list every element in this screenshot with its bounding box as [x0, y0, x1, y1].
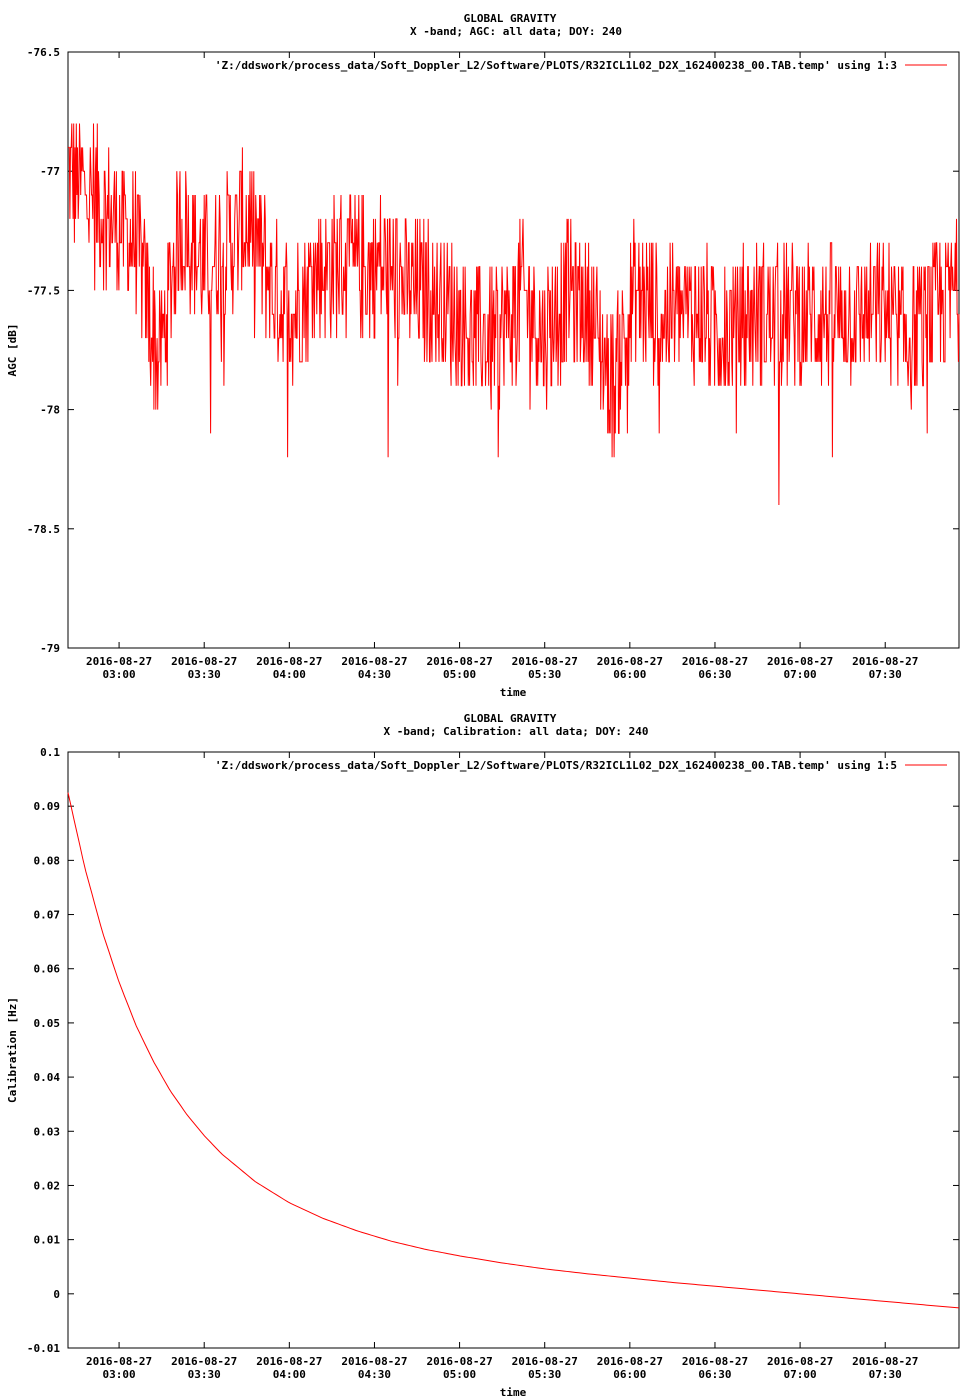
agc-chart-subtitle: X -band; AGC: all data; DOY: 240 — [410, 25, 622, 38]
y-tick-label: -77.5 — [27, 284, 60, 297]
x-tick-date: 2016-08-27 — [171, 1355, 237, 1368]
x-tick-time: 06:00 — [613, 1368, 646, 1381]
calibration-plot-frame — [67, 751, 960, 1349]
calibration-chart-subtitle: X -band; Calibration: all data; DOY: 240 — [384, 725, 649, 738]
x-tick-date: 2016-08-27 — [767, 1355, 833, 1368]
x-tick-date: 2016-08-27 — [597, 655, 663, 668]
x-tick-date: 2016-08-27 — [171, 655, 237, 668]
y-tick-label: 0.04 — [34, 1071, 61, 1084]
y-tick-label: 0.09 — [34, 800, 61, 813]
calibration-chart: GLOBAL GRAVITY X -band; Calibration: all… — [6, 712, 960, 1399]
x-tick-time: 05:30 — [528, 1368, 561, 1381]
y-tick-label: 0.02 — [34, 1179, 61, 1192]
x-tick-time: 04:30 — [358, 668, 391, 681]
x-tick-time: 06:30 — [698, 668, 731, 681]
x-tick-date: 2016-08-27 — [512, 1355, 578, 1368]
x-tick-time: 05:30 — [528, 668, 561, 681]
agc-x-axis-label: time — [500, 686, 527, 699]
y-tick-label: 0.05 — [34, 1017, 61, 1030]
x-tick-date: 2016-08-27 — [86, 655, 152, 668]
y-tick-label: 0.01 — [34, 1234, 61, 1247]
x-tick-time: 03:30 — [188, 1368, 221, 1381]
agc-y-axis: -76.5 -77 -77.5 -78 -78.5 -79 — [27, 46, 959, 655]
x-tick-date: 2016-08-27 — [682, 1355, 748, 1368]
x-tick-date: 2016-08-27 — [86, 1355, 152, 1368]
x-tick-time: 07:00 — [784, 668, 817, 681]
x-tick-time: 07:30 — [869, 668, 902, 681]
y-tick-label: -78 — [40, 404, 60, 417]
y-tick-label: 0 — [53, 1288, 60, 1301]
y-tick-label: 0.08 — [34, 854, 61, 867]
x-tick-time: 03:30 — [188, 668, 221, 681]
agc-x-axis: 2016-08-2703:002016-08-2703:302016-08-27… — [86, 52, 918, 681]
agc-series-line — [68, 123, 960, 506]
x-tick-date: 2016-08-27 — [682, 655, 748, 668]
x-tick-time: 03:00 — [103, 1368, 136, 1381]
x-tick-time: 03:00 — [103, 668, 136, 681]
calibration-series-line — [67, 792, 960, 1309]
x-tick-date: 2016-08-27 — [597, 1355, 663, 1368]
y-tick-label: -77 — [40, 165, 60, 178]
x-tick-time: 05:00 — [443, 668, 476, 681]
x-tick-time: 04:00 — [273, 1368, 306, 1381]
calibration-x-axis-label: time — [500, 1386, 527, 1399]
y-tick-label: 0.1 — [40, 746, 60, 759]
calibration-chart-title: GLOBAL GRAVITY — [464, 712, 557, 725]
y-tick-label: -76.5 — [27, 46, 60, 59]
y-tick-label: -78.5 — [27, 523, 60, 536]
x-tick-date: 2016-08-27 — [256, 1355, 322, 1368]
x-tick-date: 2016-08-27 — [341, 655, 407, 668]
x-tick-date: 2016-08-27 — [852, 1355, 918, 1368]
y-tick-label: -79 — [40, 642, 60, 655]
y-tick-label: 0.03 — [34, 1125, 61, 1138]
x-tick-date: 2016-08-27 — [341, 1355, 407, 1368]
x-tick-time: 05:00 — [443, 1368, 476, 1381]
x-tick-time: 07:30 — [869, 1368, 902, 1381]
agc-chart-title: GLOBAL GRAVITY — [464, 12, 557, 25]
agc-chart: GLOBAL GRAVITY X -band; AGC: all data; D… — [6, 12, 960, 699]
agc-y-axis-label: AGC [dB] — [6, 324, 19, 377]
x-tick-date: 2016-08-27 — [852, 655, 918, 668]
calibration-x-axis: 2016-08-2703:002016-08-2703:302016-08-27… — [86, 752, 918, 1381]
agc-legend-label: 'Z:/ddswork/process_data/Soft_Doppler_L2… — [215, 59, 897, 72]
x-tick-time: 06:00 — [613, 668, 646, 681]
x-tick-date: 2016-08-27 — [426, 655, 492, 668]
calibration-legend-label: 'Z:/ddswork/process_data/Soft_Doppler_L2… — [215, 759, 897, 772]
x-tick-date: 2016-08-27 — [256, 655, 322, 668]
calibration-y-axis-label: Calibration [Hz] — [6, 997, 19, 1103]
y-tick-label: -0.01 — [27, 1342, 60, 1355]
x-tick-time: 07:00 — [784, 1368, 817, 1381]
y-tick-label: 0.06 — [34, 963, 61, 976]
x-tick-time: 06:30 — [698, 1368, 731, 1381]
x-tick-date: 2016-08-27 — [767, 655, 833, 668]
y-tick-label: 0.07 — [34, 909, 61, 922]
calibration-y-axis: 0.1 0.09 0.08 0.07 0.06 0.05 0.04 0.03 0.02 0.01 0… — [27, 746, 959, 1355]
x-tick-date: 2016-08-27 — [426, 1355, 492, 1368]
x-tick-date: 2016-08-27 — [512, 655, 578, 668]
x-tick-time: 04:00 — [273, 668, 306, 681]
x-tick-time: 04:30 — [358, 1368, 391, 1381]
